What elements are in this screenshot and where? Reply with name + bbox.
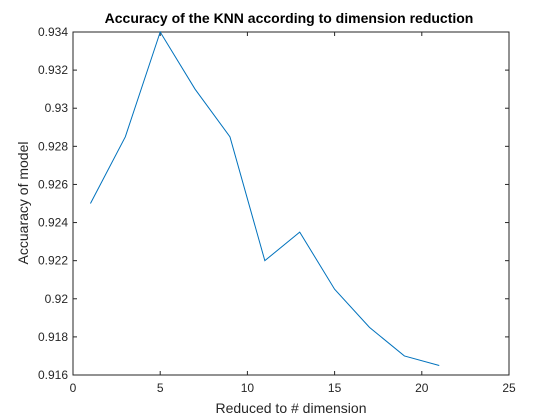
- x-axis-title: Reduced to # dimension: [216, 400, 367, 416]
- y-tick-label: 0.922: [38, 254, 68, 268]
- y-tick-label: 0.926: [38, 177, 68, 191]
- y-tick-label: 0.928: [38, 139, 68, 153]
- y-tick-label: 0.918: [38, 330, 68, 344]
- x-tick-label: 25: [502, 381, 516, 395]
- y-tick-label: 0.93: [45, 101, 69, 115]
- y-tick-label: 0.92: [45, 292, 69, 306]
- series-layer: [89, 30, 440, 366]
- x-tick-label: 0: [70, 381, 77, 395]
- y-axis: 0.916 0.918 0.92 0.922 0.924 0.926 0.928 0.93 0.…: [38, 25, 509, 382]
- x-tick-label: 5: [157, 381, 164, 395]
- y-tick-label: 0.934: [38, 25, 68, 39]
- y-axis-title: Accuaracy of model: [15, 142, 31, 265]
- y-tick-label: 0.932: [38, 63, 68, 77]
- x-tick-label: 10: [241, 381, 255, 395]
- x-tick-label: 20: [415, 381, 429, 395]
- x-axis: 0 5 10 15 20 25: [70, 32, 516, 395]
- series-line: [89, 30, 440, 366]
- plot-area: [72, 31, 510, 376]
- x-tick-label: 15: [328, 381, 342, 395]
- y-tick-label: 0.916: [38, 368, 68, 382]
- y-tick-label: 0.924: [38, 216, 68, 230]
- chart-title: Accuracy of the KNN according to dimensi…: [105, 10, 474, 26]
